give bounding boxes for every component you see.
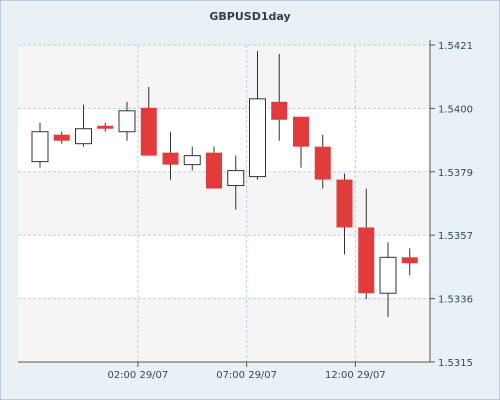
chart-title: GBPUSD1day [209,10,291,23]
candle-body-up [249,98,266,178]
y-tick-label: 1.5400 [438,104,473,115]
candle-body-up [379,256,397,294]
candle-body-down [53,134,70,141]
plot-band [18,45,430,109]
candle-body-down [162,152,179,165]
candle-body-down [97,125,114,129]
y-tick-label: 1.5315 [438,358,473,369]
candle-body-up [118,110,136,133]
candle-body-up [75,128,92,145]
candle-body-down [336,179,353,228]
candle-body-up [227,170,245,187]
candle-body-down [206,152,222,189]
y-tick-label: 1.5357 [438,231,473,242]
x-tick-label: 07:00 29/07 [216,370,277,381]
y-tick-label: 1.5379 [438,168,473,179]
candle-body-down [293,116,309,147]
candle-body-down [140,107,157,156]
x-tick-label: 12:00 29/07 [325,370,386,381]
candle-body-down [314,146,331,180]
candle-body-down [401,257,418,264]
candle-body-up [31,131,49,163]
x-tick-label: 02:00 29/07 [107,370,168,381]
plot-band [18,298,430,362]
y-tick-label: 1.5336 [438,295,473,306]
plot-band [18,171,430,236]
candle-body-down [271,101,288,120]
y-tick-label: 1.5421 [438,41,473,52]
candle-body-up [183,155,201,166]
candle-body-down [358,227,375,294]
